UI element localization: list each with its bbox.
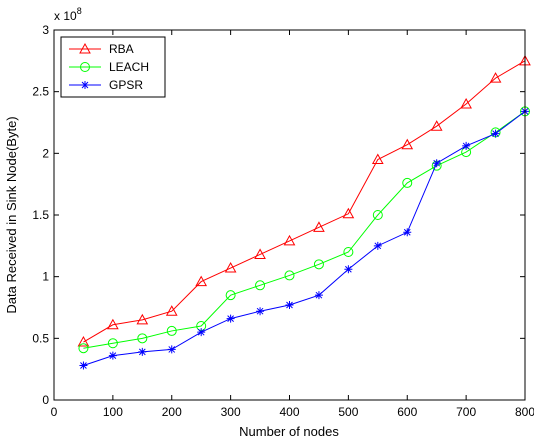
data-point-leach [372, 210, 383, 220]
legend-label-rba: RBA [109, 42, 134, 56]
data-point-gpsr [285, 301, 294, 310]
data-point-leach [166, 325, 177, 336]
data-point-rba [136, 313, 149, 325]
data-point-leach [137, 333, 148, 344]
series-rba [77, 54, 531, 347]
series-line-leach [83, 110, 526, 349]
x-tick-label: 100 [103, 405, 123, 419]
legend-marker-rba [79, 42, 91, 54]
data-point-leach [402, 177, 413, 188]
data-point-rba [224, 262, 237, 273]
y-tick-label: 3 [42, 23, 49, 37]
x-tick-label: 400 [279, 405, 299, 419]
data-point-gpsr [373, 241, 382, 250]
data-point-gpsr [167, 345, 176, 354]
series-layer [77, 54, 531, 370]
x-tick-label: 800 [515, 405, 534, 419]
data-point-gpsr [138, 347, 147, 356]
data-point-gpsr [226, 314, 235, 323]
legend-label-gpsr: GPSR [109, 78, 143, 92]
data-point-rba [460, 97, 472, 109]
y-tick-label: 2.5 [32, 85, 49, 99]
y-tick-label: 1.5 [32, 208, 49, 222]
series-gpsr [79, 107, 529, 370]
y-exponent-base: x 10 [54, 9, 77, 23]
x-tick-label: 500 [338, 405, 358, 419]
x-tick-label: 300 [221, 405, 241, 419]
data-point-gpsr [108, 351, 117, 360]
x-tick-label: 600 [397, 405, 417, 419]
y-tick-label: 1 [42, 270, 49, 284]
legend: RBA LEACH GPSR [60, 36, 166, 98]
legend-marker-leach [80, 62, 90, 72]
data-point-gpsr [491, 129, 500, 138]
data-point-gpsr [462, 141, 471, 150]
x-tick-label: 200 [162, 405, 182, 419]
tick-layer: 0 100 200 300 400 500 600 700 800 0 0.5 1 1.5 2 2.5 3 [32, 23, 534, 419]
data-point-rba [371, 153, 384, 164]
series-line-gpsr [83, 111, 526, 366]
data-point-leach [78, 343, 89, 354]
data-point-gpsr [197, 328, 206, 337]
y-tick-label: 0.5 [32, 331, 49, 345]
y-tick-label: 2 [42, 146, 49, 160]
y-axis-label: Data Received in Sink Node(Byte) [4, 116, 19, 313]
data-point-gpsr [432, 159, 441, 168]
data-point-rba [342, 207, 355, 219]
data-point-leach [225, 290, 236, 301]
data-point-leach [107, 338, 118, 349]
data-point-rba [195, 275, 208, 287]
data-point-gpsr [344, 265, 353, 274]
data-point-rba [107, 318, 119, 330]
data-point-rba [283, 234, 296, 246]
data-point-rba [430, 120, 443, 131]
x-axis-label: Number of nodes [239, 424, 339, 439]
data-point-leach [255, 280, 266, 291]
data-point-rba [77, 336, 90, 347]
data-point-leach [313, 259, 324, 270]
data-point-gpsr [79, 361, 88, 370]
x-tick-label: 0 [51, 405, 58, 419]
legend-marker-gpsr [81, 81, 89, 89]
data-point-rba [165, 305, 178, 316]
y-exponent-power: 8 [77, 6, 82, 16]
data-point-gpsr [403, 228, 412, 237]
legend-label-leach: LEACH [109, 60, 149, 74]
data-point-leach [284, 270, 295, 281]
data-point-leach [343, 247, 354, 257]
data-point-rba [401, 138, 414, 150]
data-point-rba [313, 221, 325, 232]
data-point-rba [489, 72, 502, 83]
data-point-gpsr [314, 291, 323, 300]
series-line-rba [83, 60, 526, 343]
x-tick-label: 700 [456, 405, 476, 419]
y-tick-label: 0 [42, 393, 49, 407]
y-exponent-label: x 108 [54, 6, 82, 23]
data-point-rba [254, 248, 266, 259]
data-point-gpsr [256, 307, 265, 316]
